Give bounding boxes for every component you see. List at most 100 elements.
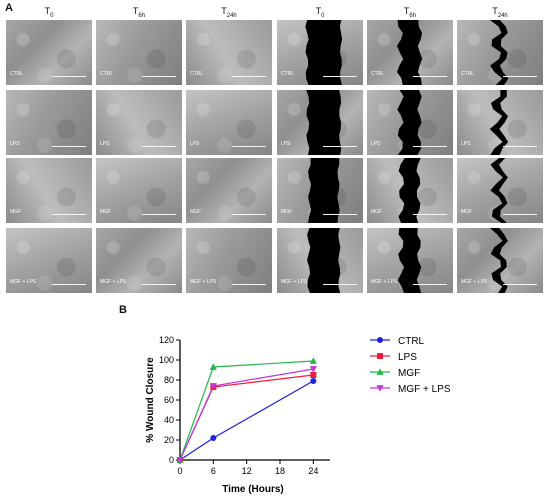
column-header-base: T [403, 6, 410, 16]
microscopy-image: CTRL [96, 20, 182, 85]
scale-bar [52, 214, 86, 215]
wound-gap-mask [490, 228, 508, 293]
image-condition-label: MGF + LPS [190, 279, 217, 285]
image-texture [186, 228, 272, 293]
microscopy-image: LPS [367, 90, 453, 155]
scale-bar [52, 146, 86, 147]
image-condition-label: MGF [190, 209, 202, 215]
microscopy-image: CTRL [457, 20, 543, 85]
microscopy-image: MGF [96, 158, 182, 223]
legend-marker [376, 368, 384, 375]
image-texture [96, 228, 182, 293]
image-condition-label: MGF + LPS [100, 279, 127, 285]
y-tick-label: 40 [164, 415, 174, 425]
scale-bar [323, 76, 357, 77]
legend-marker [377, 353, 383, 359]
scale-bar [413, 214, 447, 215]
wound-gap-mask [308, 158, 340, 223]
column-header-base: T [315, 6, 322, 16]
image-condition-label: MGF + LPS [10, 279, 37, 285]
wound-gap-mask [489, 90, 509, 155]
wound-gap [397, 228, 422, 293]
microscopy-image: MGF + LPS [277, 228, 363, 293]
scale-bar [142, 76, 176, 77]
microscopy-image: MGF + LPS [96, 228, 182, 293]
wound-gap-mask [397, 90, 422, 155]
y-tick-label: 20 [164, 435, 174, 445]
scale-bar [413, 146, 447, 147]
data-point [309, 357, 317, 364]
data-point [210, 384, 217, 390]
image-condition-label: LPS [281, 141, 291, 147]
image-condition-label: LPS [10, 141, 20, 147]
wound-gap [489, 20, 509, 85]
image-texture [186, 158, 272, 223]
data-point [177, 457, 183, 463]
image-condition-label: MGF [461, 209, 473, 215]
legend-marker [376, 385, 384, 392]
wound-gap-mask [307, 228, 341, 293]
column-header: T6h [367, 6, 453, 19]
column-header: T6h [96, 6, 182, 19]
microscopy-image: LPS [6, 90, 92, 155]
column-header: T0 [277, 6, 363, 19]
image-condition-label: MGF [10, 209, 22, 215]
image-condition-label: MGF [281, 209, 293, 215]
wound-gap [490, 228, 508, 293]
image-condition-label: CTRL [10, 71, 24, 77]
y-tick-label: 0 [169, 455, 174, 465]
scale-bar [413, 76, 447, 77]
y-tick-label: 80 [164, 375, 174, 385]
legend-label: LPS [398, 352, 417, 363]
wound-gap-mask [396, 20, 423, 85]
wound-gap-mask [398, 158, 421, 223]
microscopy-image: CTRL [367, 20, 453, 85]
column-header-base: T [492, 6, 498, 16]
image-texture [6, 20, 92, 85]
x-tick-label: 12 [242, 466, 252, 476]
microscopy-image: MGF + LPS [367, 228, 453, 293]
data-point [210, 435, 217, 441]
image-texture [186, 90, 272, 155]
column-header-base: T [221, 6, 227, 16]
legend-label: CTRL [398, 336, 425, 347]
image-texture [6, 158, 92, 223]
column-header-subscript: 6h [138, 12, 146, 19]
data-point [209, 383, 217, 390]
data-point [177, 457, 183, 463]
data-point [310, 378, 317, 384]
image-texture [6, 228, 92, 293]
legend-marker [377, 337, 383, 343]
wound-gap-mask [397, 228, 422, 293]
scale-bar [232, 214, 266, 215]
wound-gap [397, 90, 422, 155]
image-condition-label: MGF [371, 209, 383, 215]
image-texture [6, 90, 92, 155]
wound-gap-mask [489, 20, 509, 85]
image-condition-label: MGF + LPS [371, 279, 398, 285]
column-header: T0 [6, 6, 92, 19]
series-line [179, 380, 314, 461]
series-line [179, 374, 314, 461]
microscopy-image: CTRL [277, 20, 363, 85]
wound-gap [307, 228, 341, 293]
column-header-subscript: 24h [226, 12, 237, 19]
scale-bar [503, 76, 537, 77]
image-condition-label: CTRL [371, 71, 385, 77]
y-tick-label: 60 [164, 395, 174, 405]
x-tick-label: 24 [308, 466, 318, 476]
image-condition-label: CTRL [281, 71, 295, 77]
microscopy-image: CTRL [186, 20, 272, 85]
legend-label: MGF + LPS [398, 384, 451, 395]
microscopy-image: MGF [186, 158, 272, 223]
wound-gap [308, 158, 340, 223]
y-tick-label: 100 [159, 355, 174, 365]
image-condition-label: LPS [371, 141, 381, 147]
scale-bar [232, 146, 266, 147]
scale-bar [142, 214, 176, 215]
scale-bar [142, 284, 176, 285]
microscopy-image: LPS [186, 90, 272, 155]
wound-gap-mask [490, 158, 508, 223]
wound-gap [490, 158, 508, 223]
scale-bar [52, 284, 86, 285]
